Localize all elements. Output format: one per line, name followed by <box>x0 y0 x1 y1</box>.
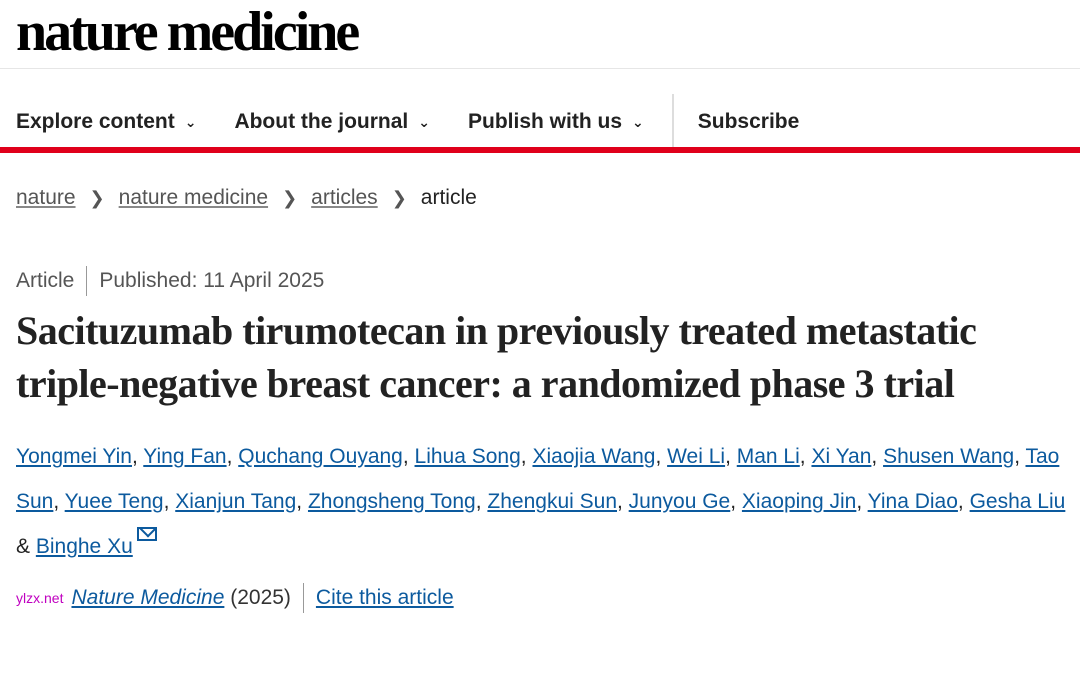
chevron-right-icon: ❯ <box>282 187 298 208</box>
author-link[interactable]: Yuee Teng <box>64 490 164 513</box>
author-link[interactable]: Wei Li <box>667 445 726 468</box>
breadcrumb: nature ❯ nature medicine ❯ articles ❯ artic… <box>16 186 477 210</box>
accent-bar <box>0 147 1080 153</box>
header-divider <box>0 68 1080 69</box>
author-link[interactable]: Gesha Liu <box>969 490 1066 513</box>
breadcrumb-nature-medicine[interactable]: nature medicine <box>118 186 269 209</box>
chevron-down-icon: ⌄ <box>184 113 197 130</box>
nav-label: About the journal <box>234 110 409 133</box>
chevron-down-icon: ⌄ <box>632 113 644 130</box>
article-title: Sacituzumab tirumotecan in previously tr… <box>16 308 977 406</box>
author-link[interactable]: Shusen Wang <box>883 445 1015 468</box>
breadcrumb-nature[interactable]: nature <box>16 186 76 209</box>
citation-year: (2025) <box>230 586 291 609</box>
cite-this-article-link[interactable]: Cite this article <box>315 586 454 609</box>
author-link[interactable]: Tao Sun <box>16 445 1060 513</box>
author-link[interactable]: Lihua Song <box>414 445 521 468</box>
journal-logo[interactable]: nature medicine <box>16 1 360 63</box>
article-header: Sacituzumab tirumotecan in previously tr… <box>16 304 1076 613</box>
journal-link[interactable]: Nature Medicine <box>71 586 225 609</box>
nav-divider <box>671 94 674 150</box>
nav-subscribe[interactable]: Subscribe <box>697 110 800 133</box>
chevron-right-icon: ❯ <box>89 187 105 208</box>
nav-explore-content[interactable]: Explore content ⌄ <box>16 110 196 134</box>
divider <box>86 266 88 296</box>
article-type: Article <box>16 269 75 292</box>
author-link[interactable]: Binghe Xu <box>35 535 133 558</box>
main-nav: Explore content ⌄ About the journal ⌄ Publ… <box>16 94 837 150</box>
article-meta: Article Published: 11 April 2025 <box>16 266 324 296</box>
email-icon[interactable] <box>136 527 157 541</box>
author-link[interactable]: Yongmei Yin <box>16 445 132 468</box>
nav-publish[interactable]: Publish with us ⌄ <box>468 110 644 134</box>
chevron-right-icon: ❯ <box>391 187 407 208</box>
author-link[interactable]: Xianjun Tang <box>175 490 297 513</box>
author-list: Yongmei Yin, Ying Fan, Quchang Ouyang, L… <box>16 445 1066 558</box>
author-link[interactable]: Zhongsheng Tong <box>307 490 476 513</box>
breadcrumb-current: article <box>420 186 477 209</box>
nav-label: Publish with us <box>468 110 623 133</box>
citation: ylzx.net Nature Medicine (2025) Cite this… <box>16 583 1076 613</box>
author-link[interactable]: Xiaoping Jin <box>741 490 857 513</box>
nav-label: Explore content <box>16 110 175 133</box>
author-link[interactable]: Zhengkui Sun <box>487 490 617 513</box>
author-link[interactable]: Xiaojia Wang <box>532 445 656 468</box>
author-link[interactable]: Xi Yan <box>811 445 872 468</box>
author-link[interactable]: Ying Fan <box>143 445 227 468</box>
divider <box>302 583 304 613</box>
author-link[interactable]: Junyou Ge <box>628 490 731 513</box>
chevron-down-icon: ⌄ <box>418 113 430 130</box>
watermark: ylzx.net <box>16 590 64 606</box>
nav-about-journal[interactable]: About the journal ⌄ <box>234 110 430 134</box>
author-link[interactable]: Yina Diao <box>867 490 958 513</box>
author-link[interactable]: Quchang Ouyang <box>238 445 403 468</box>
breadcrumb-articles[interactable]: articles <box>311 186 378 209</box>
author-link[interactable]: Man Li <box>736 445 800 468</box>
published-date: Published: 11 April 2025 <box>99 269 325 292</box>
